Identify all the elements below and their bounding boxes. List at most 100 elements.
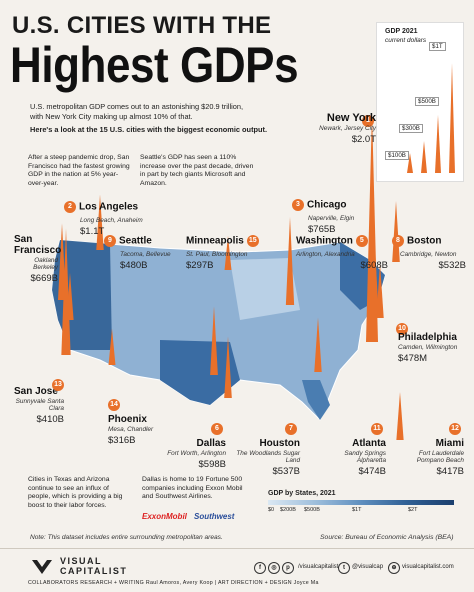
city-metro: Fort Lauderdale Pompano Beach: [416, 450, 464, 464]
note-seattle: Seattle's GDP has seen a 110% increase o…: [140, 154, 256, 188]
city-metro: Tacoma, Bellevue: [120, 251, 171, 258]
states-tick: $200B: [280, 507, 296, 513]
city-name: San Jose: [14, 386, 58, 397]
city-san-jose-rank: 13: [52, 376, 67, 394]
rank-badge: 2: [64, 200, 76, 213]
legend-spike-1t: [449, 63, 455, 173]
gdp-spike-phoenix: [108, 328, 116, 365]
gdp-spike-philadelphia: [376, 263, 384, 318]
city-metro: Camden, Wilmington: [398, 344, 458, 351]
gdp-spike-seattle: [96, 194, 104, 250]
city-boston: 8 Boston Cambridge, Newton $532B: [392, 232, 466, 271]
gdp-spike-houston: [224, 336, 232, 398]
legend-label-100b: $100B: [385, 151, 409, 160]
visual-capitalist-logo-icon: [32, 560, 52, 574]
exxonmobil-logo: ExxonMobil: [142, 512, 187, 521]
city-minneapolis: Minneapolis 15 St. Paul, Bloomington $297…: [186, 232, 262, 271]
gdp-spike-chicago: [285, 217, 295, 305]
main-title: Highest GDPs: [10, 37, 299, 93]
city-gdp: $765B: [308, 224, 336, 235]
city-name: Chicago: [307, 199, 347, 211]
city-gdp: $669B: [30, 273, 58, 284]
map-region-florida: [302, 380, 330, 420]
city-name: Minneapolis: [186, 235, 244, 247]
city-gdp: $410B: [36, 414, 64, 425]
gdp-legend-title: GDP 2021: [385, 28, 418, 35]
rank-badge: 13: [52, 378, 64, 391]
rank-badge: 14: [108, 398, 120, 411]
source-note: Source: Bureau of Economic Analysis (BEA…: [320, 534, 454, 541]
legend-spikes: [407, 63, 455, 173]
website-link[interactable]: visualcapitalist.com: [402, 564, 454, 570]
city-metro: Oakland Berkeley: [33, 257, 58, 271]
brand-name: VISUAL CAPITALIST: [60, 556, 128, 576]
city-name: Los Angeles: [79, 201, 139, 213]
rank-badge: 9: [104, 234, 116, 247]
note-san-francisco: After a steep pandemic drop, San Francis…: [28, 154, 132, 188]
social-handle-2[interactable]: @visualcap: [352, 564, 384, 570]
city-new-york: New York Newark, Jersey City $2.0T: [300, 112, 376, 145]
city-metro: St. Paul, Bloomington: [186, 251, 248, 258]
note-dallas: Dallas is home to 19 Fortune 500 compani…: [142, 476, 252, 502]
city-gdp: $532B: [438, 260, 466, 271]
social-handle-1[interactable]: /visualcapitalist: [298, 564, 339, 570]
city-san-jose: San Jose Sunnyvale Santa Clara $410B: [14, 386, 64, 425]
legend-spike-100b: [407, 153, 413, 173]
city-name: Houston: [259, 438, 300, 449]
city-name: Boston: [407, 235, 442, 247]
intro-line-1: U.S. metropolitan GDP comes out to an as…: [30, 102, 244, 111]
city-gdp: $537B: [272, 466, 300, 477]
city-gdp: $316B: [108, 435, 136, 446]
rank-badge: 7: [285, 422, 297, 435]
twitter-icon[interactable]: t: [338, 562, 350, 574]
intro-line-3: Here's a look at the 15 U.S. cities with…: [30, 125, 268, 134]
gdp-spike-san-francisco: [57, 223, 67, 300]
gdp-spike-atlanta: [314, 317, 322, 372]
instagram-icon[interactable]: ◎: [268, 562, 280, 574]
rank-badge: 1: [362, 114, 374, 127]
pinterest-icon[interactable]: p: [282, 562, 294, 574]
city-metro: Long Beach, Anaheim: [80, 217, 143, 224]
city-houston: 7 Houston The Woodlands Sugar Land $537B: [236, 420, 300, 477]
city-name: Miami: [435, 438, 464, 449]
note-seattle-text: Seattle's GDP has seen a 110% increase o…: [140, 154, 254, 187]
city-chicago: 3 Chicago Naperville, Elgin $765B: [292, 196, 354, 235]
city-los-angeles: 2 Los Angeles Long Beach, Anaheim $1.1T: [64, 198, 143, 237]
states-gdp-legend: GDP by States, 2021 $0 $200B $500B $1T $…: [262, 490, 458, 516]
city-metro: The Woodlands Sugar Land: [236, 450, 300, 464]
map-region-texas: [160, 340, 240, 405]
city-philadelphia-rank: 10: [396, 320, 411, 338]
city-washington: Washington 5 Arlington, Alexandria $608B: [296, 232, 388, 271]
gdp-spike-san-jose: [66, 272, 74, 320]
city-phoenix: 14 Phoenix Mesa, Chandler $316B: [108, 396, 153, 446]
southwest-logo: Southwest: [194, 512, 235, 521]
facebook-icon[interactable]: f: [254, 562, 266, 574]
dataset-note: Note: This dataset includes entire surro…: [30, 534, 223, 541]
city-name: Philadelphia: [398, 332, 457, 343]
city-metro: Cambridge, Newton: [400, 251, 457, 258]
city-metro: Fort Worth, Arlington: [167, 450, 226, 457]
gdp-legend-subtitle: current dollars: [385, 37, 427, 44]
city-seattle: 9 Seattle Tacoma, Bellevue $480B: [104, 232, 171, 271]
intro-line-2: with New York City making up almost 10% …: [30, 112, 193, 121]
city-name: Dallas: [196, 438, 226, 449]
city-metro: Newark, Jersey City: [319, 125, 376, 132]
globe-icon[interactable]: ⊕: [388, 562, 400, 574]
states-legend-title: GDP by States, 2021: [268, 490, 336, 497]
note-sf-text: After a steep pandemic drop, San Francis…: [28, 154, 130, 187]
gdp-spike-miami: [396, 392, 404, 440]
city-atlanta: 11 Atlanta Sandy Springs Alpharetta $474…: [326, 420, 386, 477]
kicker-title: U.S. CITIES WITH THE: [12, 12, 272, 39]
city-metro: Mesa, Chandler: [108, 426, 154, 433]
map-region-midwest: [230, 258, 300, 320]
city-name: San Francisco: [14, 234, 62, 256]
legend-spike-300b: [421, 141, 427, 173]
city-dallas: 6 Dallas Fort Worth, Arlington $598B: [160, 420, 226, 470]
gdp-spike-washington: [371, 248, 379, 318]
city-gdp: $297B: [186, 260, 214, 271]
states-legend-gradient: [268, 500, 454, 505]
city-name: Atlanta: [352, 438, 386, 449]
city-gdp: $2.0T: [351, 134, 376, 145]
city-gdp: $478M: [398, 353, 428, 364]
rank-badge: 10: [396, 322, 408, 335]
